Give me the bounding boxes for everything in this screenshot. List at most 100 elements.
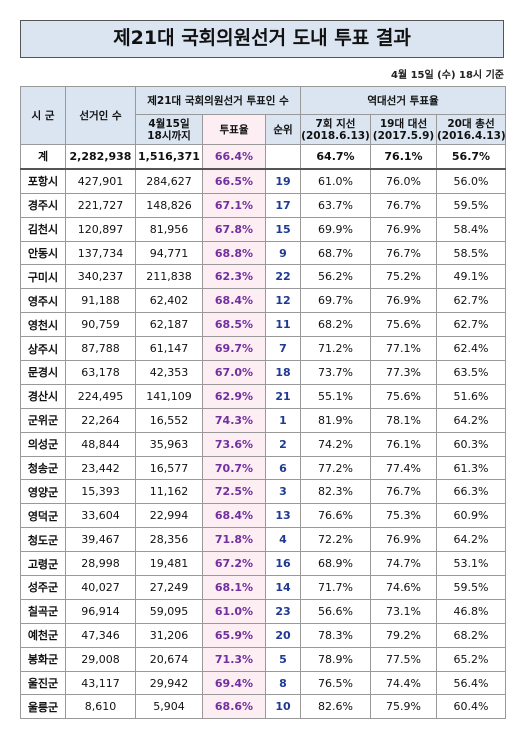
table-cell: 56.0% (436, 168, 506, 194)
table-cell: 77.1% (370, 336, 437, 362)
table-cell: 7 (265, 336, 301, 362)
table-cell: 울진군 (20, 670, 66, 696)
table-cell: 78.9% (300, 646, 371, 672)
table-row: 성주군 40,027 27,249 68.1% 14 71.7% 74.6% 59.5% (20, 575, 506, 600)
table-cell: 2,282,938 (65, 143, 136, 170)
table-cell: 71.3% (202, 646, 266, 672)
table-cell: 61,147 (135, 336, 203, 362)
table-cell: 74.7% (370, 551, 437, 577)
table-row: 경산시 224,495 141,109 62.9% 21 55.1% 75.6% 51.6% (20, 383, 506, 409)
table-cell: 계 (20, 143, 66, 170)
table-cell: 42,353 (135, 360, 203, 385)
table-cell: 65.2% (436, 646, 506, 672)
table-cell: 12 (265, 288, 301, 314)
table-cell: 284,627 (135, 168, 203, 194)
table-cell: 구미시 (20, 264, 66, 290)
table-cell: 71.7% (300, 575, 371, 600)
table-row: 청도군 39,467 28,356 71.8% 4 72.2% 76.9% 64.2% (20, 527, 506, 553)
table-cell: 76.9% (370, 216, 437, 242)
table-cell: 74.3% (202, 407, 266, 433)
table-cell: 64.2% (436, 407, 506, 433)
table-cell: 96,914 (65, 598, 136, 624)
table-cell: 68.2% (300, 312, 371, 338)
table-cell: 49.1% (436, 264, 506, 290)
table-cell: 81.9% (300, 407, 371, 433)
table-cell: 청도군 (20, 527, 66, 553)
table-cell: 76.7% (370, 240, 437, 266)
table-cell: 69.9% (300, 216, 371, 242)
table-cell: 70.7% (202, 455, 266, 481)
table-cell: 67.1% (202, 192, 266, 218)
table-cell: 60.4% (436, 694, 506, 720)
table-cell: 62.7% (436, 288, 506, 314)
table-cell: 23 (265, 598, 301, 624)
table-cell: 72.5% (202, 479, 266, 505)
table-cell: 10 (265, 694, 301, 720)
header-cell: 19대 대선 (2017.5.9) (370, 114, 437, 145)
table-cell: 66.3% (436, 479, 506, 505)
table-row: 울릉군 8,610 5,904 68.6% 10 82.6% 75.9% 60.4% (20, 694, 506, 720)
table-cell: 55.1% (300, 383, 371, 409)
table-cell: 78.3% (300, 622, 371, 648)
table-cell: 76.7% (370, 479, 437, 505)
table-cell: 김천시 (20, 216, 66, 242)
table-cell: 68.6% (202, 694, 266, 720)
table-row: 김천시 120,897 81,956 67.8% 15 69.9% 76.9% 58.4% (20, 216, 506, 242)
table-cell: 69.7% (202, 336, 266, 362)
subtitle: 4월 15일 (수) 18시 기준 (390, 70, 504, 81)
table-row: 영천시 90,759 62,187 68.5% 11 68.2% 75.6% 62.7% (20, 312, 506, 338)
table-cell: 영주시 (20, 288, 66, 314)
header-cell: 7회 지선 (2018.6.13) (300, 114, 371, 145)
table-cell: 예천군 (20, 622, 66, 648)
table-cell: 2 (265, 431, 301, 457)
table-cell: 23,442 (65, 455, 136, 481)
table-cell: 상주시 (20, 336, 66, 362)
table-cell: 87,788 (65, 336, 136, 362)
table-cell: 82.6% (300, 694, 371, 720)
table-cell: 62.3% (202, 264, 266, 290)
table-row: 봉화군 29,008 20,674 71.3% 5 78.9% 77.5% 65.2% (20, 646, 506, 672)
table-cell: 8 (265, 670, 301, 696)
table-cell: 안동시 (20, 240, 66, 266)
table-cell: 68.5% (202, 312, 266, 338)
table-cell: 경주시 (20, 192, 66, 218)
table-cell: 고령군 (20, 551, 66, 577)
table-cell: 58.5% (436, 240, 506, 266)
table-cell: 76.9% (370, 527, 437, 553)
table-cell: 1,516,371 (135, 143, 203, 170)
table-cell: 64.2% (436, 527, 506, 553)
table-cell: 67.0% (202, 360, 266, 385)
table-cell: 17 (265, 192, 301, 218)
header-cell: 4월15일 18시까지 (135, 114, 203, 145)
table-row: 군위군 22,264 16,552 74.3% 1 81.9% 78.1% 64.2% (20, 407, 506, 433)
table-cell: 62.7% (436, 312, 506, 338)
table-cell: 21 (265, 383, 301, 409)
table-cell: 29,942 (135, 670, 203, 696)
table-cell: 성주군 (20, 575, 66, 600)
table-cell: 20,674 (135, 646, 203, 672)
table-cell: 68.2% (436, 622, 506, 648)
table-cell: 72.2% (300, 527, 371, 553)
table-cell: 67.8% (202, 216, 266, 242)
table-cell: 75.2% (370, 264, 437, 290)
table-cell: 90,759 (65, 312, 136, 338)
table-cell: 15 (265, 216, 301, 242)
table-cell: 71.8% (202, 527, 266, 553)
table-cell: 봉화군 (20, 646, 66, 672)
table-cell: 16,552 (135, 407, 203, 433)
table-cell: 39,467 (65, 527, 136, 553)
table-cell: 79.2% (370, 622, 437, 648)
table-cell: 18 (265, 360, 301, 385)
table-cell: 141,109 (135, 383, 203, 409)
table-cell: 58.4% (436, 216, 506, 242)
table-cell: 73.1% (370, 598, 437, 624)
table-cell: 64.7% (300, 143, 371, 170)
results-table: 시 군 선거인 수 제21대 국회의원선거 투표인 수 역대선거 투표율 4월1… (20, 86, 506, 720)
table-cell: 56.7% (436, 143, 506, 170)
table-cell: 1 (265, 407, 301, 433)
table-cell: 22,264 (65, 407, 136, 433)
header-cell: 20대 총선 (2016.4.13) (436, 114, 506, 145)
table-cell: 56.2% (300, 264, 371, 290)
table-cell: 91,188 (65, 288, 136, 314)
title: 제21대 국회의원선거 도내 투표 결과 (20, 20, 504, 58)
